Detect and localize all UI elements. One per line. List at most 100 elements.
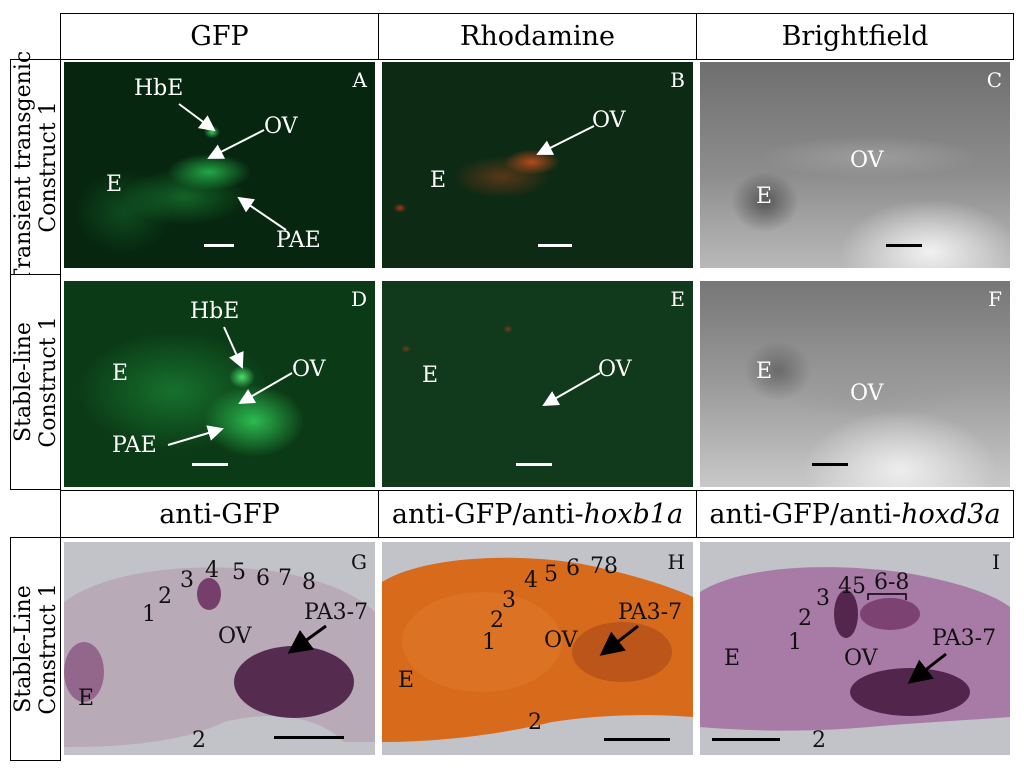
annotation-arrows	[542, 372, 601, 406]
column-header-rhodamine: Rhodamine	[378, 13, 697, 60]
label-e: E	[724, 646, 741, 671]
label-ov: OV	[844, 646, 878, 671]
rhombomere-8: 8	[302, 570, 316, 595]
row-label-transient: Transient transgenic Construct 1	[10, 51, 61, 283]
rhombomere-2: 2	[158, 584, 172, 609]
row-label-stable-line2: Construct 1	[35, 316, 61, 448]
panel-b-rhodamine-transient: B OV E	[382, 62, 693, 268]
column-header-brightfield-text: Brightfield	[781, 21, 929, 52]
rhombomere-4: 4	[205, 558, 219, 583]
label-e: E	[756, 359, 773, 384]
column-header-anti-gfp-hoxd3a: anti-GFP/anti-hoxd3a	[696, 490, 1014, 538]
column-header-hoxd3a-prefix: anti-GFP/anti-	[709, 498, 902, 530]
rhombomere-7-8: 78	[590, 554, 618, 579]
label-pharyngeal-2: 2	[192, 728, 206, 753]
scale-bar	[192, 463, 228, 466]
label-hbe: HbE	[134, 76, 184, 101]
panel-letter-g: G	[351, 550, 367, 574]
label-ov: OV	[264, 114, 298, 139]
label-pa3-7: PA3-7	[304, 600, 369, 625]
label-e: E	[398, 668, 415, 693]
annotation-arrows	[536, 125, 595, 155]
row-label-stable-line-line1: Stable-Line	[10, 585, 36, 713]
rhombomere-3: 3	[180, 568, 194, 593]
panel-letter-i: I	[992, 550, 1000, 574]
panel-letter-b: B	[670, 68, 685, 92]
scale-bar	[274, 736, 344, 739]
scale-bar	[812, 463, 848, 466]
rhombomere-6-8: 6-8	[874, 570, 910, 595]
scale-bar	[886, 244, 922, 247]
rhombomere-1: 1	[142, 602, 156, 627]
panel-f-brightfield-stable: F OV E	[700, 281, 1010, 487]
column-header-hoxb1a-prefix: anti-GFP/anti-	[391, 498, 584, 530]
column-header-gfp: GFP	[60, 13, 379, 60]
embryo-shape	[382, 557, 693, 742]
annotation-arrows	[287, 624, 327, 654]
label-hbe: HbE	[190, 299, 240, 324]
label-ov: OV	[544, 628, 578, 653]
scale-bar	[712, 738, 780, 741]
panel-letter-f: F	[988, 287, 1002, 311]
annotation-arrows	[599, 624, 639, 656]
rhombomere-2: 2	[798, 606, 812, 631]
label-pa3-7: PA3-7	[932, 626, 997, 651]
label-pharyngeal-2: 2	[528, 710, 542, 735]
label-ov: OV	[592, 108, 626, 133]
label-ov: OV	[850, 148, 884, 173]
label-pa3-7: PA3-7	[618, 600, 683, 625]
panel-letter-a: A	[352, 68, 367, 92]
rhombomere-6: 6	[566, 556, 580, 581]
label-ov: OV	[850, 381, 884, 406]
panel-g-anti-gfp: G 1 2 3 4 5 6 7 8 OV PA3-7 E 2	[64, 542, 375, 755]
panel-i-anti-gfp-hoxd3a: I 1 2 3 45 6-8 OV PA3-7 E 2	[700, 542, 1010, 755]
rhombomere-1: 1	[788, 630, 802, 655]
rhombomere-3: 3	[816, 586, 830, 611]
column-header-rhodamine-text: Rhodamine	[460, 21, 615, 52]
scale-bar	[516, 463, 552, 466]
embryo-shape	[64, 567, 375, 747]
rhombomere-3: 3	[502, 588, 516, 613]
panel-d-gfp-stable: D HbE OV E PAE	[64, 281, 375, 487]
rhombomere-4-5: 45	[838, 574, 866, 599]
row-label-stable-line-line2: Construct 1	[35, 583, 61, 715]
annotation-arrows	[867, 593, 947, 684]
row-label-transient-line2: Construct 1	[35, 101, 61, 233]
rhombomere-2: 2	[490, 608, 504, 633]
panel-letter-e: E	[670, 287, 685, 311]
panel-letter-h: H	[667, 550, 685, 574]
label-pharyngeal-2: 2	[812, 728, 826, 753]
column-header-anti-gfp: anti-GFP	[60, 490, 379, 538]
column-header-hoxd3a-gene: hoxd3a	[901, 498, 1001, 530]
label-e: E	[422, 363, 439, 388]
column-header-hoxb1a-gene: hoxb1a	[583, 498, 684, 530]
panel-a-gfp-transient: A HbE OV E PAE	[64, 62, 375, 268]
row-label-stable-line: Stable-Line Construct 1	[10, 537, 61, 761]
rhombomere-1: 1	[482, 630, 496, 655]
panel-e-rhodamine-stable: E OV E	[382, 281, 693, 487]
column-header-anti-gfp-text: anti-GFP	[159, 498, 280, 530]
column-header-brightfield: Brightfield	[696, 13, 1014, 60]
label-e: E	[112, 361, 129, 386]
panel-c-brightfield-transient: C OV E	[700, 62, 1010, 268]
rhombomere-5: 5	[544, 562, 558, 587]
annotation-arrows	[178, 103, 287, 231]
label-e: E	[106, 172, 123, 197]
label-pae: PAE	[112, 433, 157, 458]
label-e: E	[78, 686, 95, 711]
row-label-stable: Stable-line Construct 1	[10, 274, 61, 490]
column-header-anti-gfp-hoxb1a: anti-GFP/anti-hoxb1a	[378, 490, 697, 538]
rhombomere-5: 5	[232, 560, 246, 585]
panel-letter-c: C	[986, 68, 1002, 92]
rhombomere-6: 6	[256, 566, 270, 591]
label-ov: OV	[218, 624, 252, 649]
label-e: E	[756, 184, 773, 209]
row-label-transient-line1: Transient transgenic	[10, 50, 36, 284]
row-label-stable-line1: Stable-line	[10, 322, 36, 442]
scale-bar	[538, 244, 572, 247]
label-pae: PAE	[276, 228, 321, 253]
rhombomere-7: 7	[278, 566, 292, 591]
label-e: E	[430, 168, 447, 193]
label-ov: OV	[292, 357, 326, 382]
panel-h-anti-gfp-hoxb1a: H 1 2 3 4 5 6 78 OV PA3-7 E 2	[382, 542, 693, 755]
